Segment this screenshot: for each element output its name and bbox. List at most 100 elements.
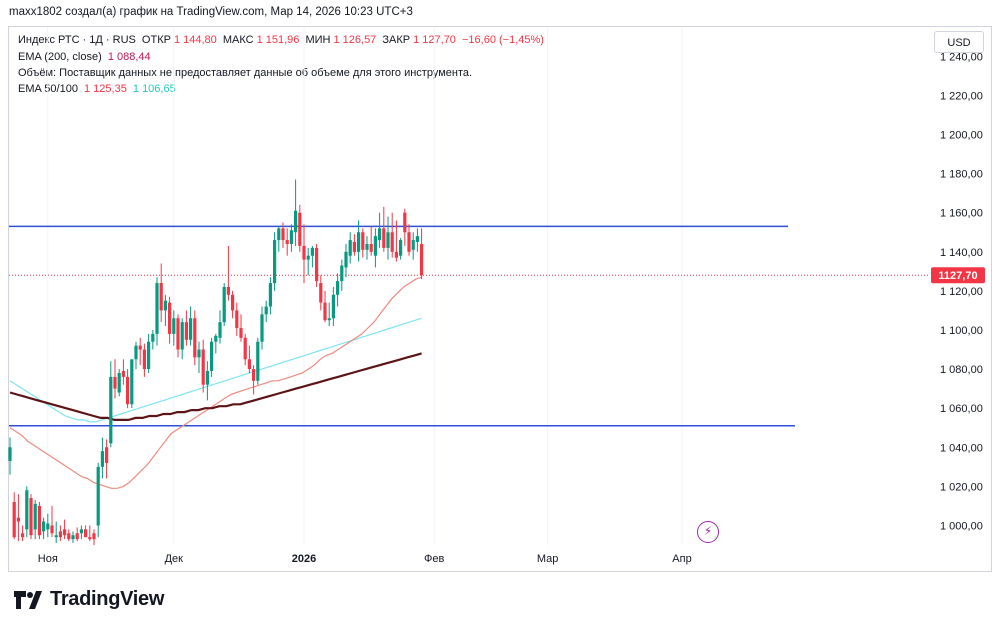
candle-body xyxy=(214,335,218,342)
candle-body xyxy=(172,318,176,334)
candle-body xyxy=(386,232,390,248)
x-tick-label: Мар xyxy=(537,553,559,565)
x-tick-label: Дек xyxy=(165,553,184,565)
candle-body xyxy=(264,306,268,315)
brand-name: TradingView xyxy=(50,588,165,610)
candle-body xyxy=(222,286,226,323)
legend-high-value: 1 151,96 xyxy=(256,34,300,46)
y-tick-label: 1 120,00 xyxy=(940,286,983,298)
legend-open-value: 1 144,80 xyxy=(173,34,217,46)
candle-body xyxy=(399,240,403,256)
legend-open-label: ОТКР xyxy=(141,34,171,46)
candle-body xyxy=(260,314,264,342)
candle-body xyxy=(289,230,293,244)
candle-body xyxy=(12,501,16,538)
y-tick-label: 1 140,00 xyxy=(940,247,983,259)
candle-body xyxy=(37,505,41,536)
candle-body xyxy=(100,451,104,467)
tradingview-logo-icon xyxy=(14,590,42,609)
candle-body xyxy=(273,240,277,284)
candle-body xyxy=(231,294,235,311)
candle-body xyxy=(142,349,146,370)
candle-body xyxy=(268,283,272,307)
candle-body xyxy=(403,212,407,233)
candle-body xyxy=(319,283,323,303)
candle-body xyxy=(46,523,50,530)
candle-body xyxy=(365,243,369,250)
x-tick-label: 2026 xyxy=(292,553,316,565)
candle-body xyxy=(226,286,230,295)
last-price-label: 1127,70 xyxy=(938,270,977,282)
candle-body xyxy=(29,498,33,536)
candle-body xyxy=(184,322,188,340)
legend-low-value: 1 126,57 xyxy=(333,34,377,46)
candle-body xyxy=(168,302,172,334)
candle-body xyxy=(247,359,251,370)
candle-body xyxy=(235,310,239,329)
candle-body xyxy=(54,535,58,538)
candle-body xyxy=(88,537,92,540)
candle-body xyxy=(344,251,348,268)
candle-body xyxy=(218,322,222,338)
candle-body xyxy=(281,228,285,241)
currency-button[interactable]: USD xyxy=(934,31,984,53)
legend-ema200-row[interactable]: EMA (200, close) 1 088,44 xyxy=(18,51,154,63)
candle-body xyxy=(210,341,214,372)
lightning-icon[interactable]: ⚡ xyxy=(697,521,719,543)
ema200-line xyxy=(9,352,422,421)
candle-body xyxy=(243,337,247,360)
y-tick-label: 1 200,00 xyxy=(940,130,983,142)
legend-ohlc-row: Индекс РТС · 1Д · RUS ОТКР 1 144,80 МАКС 1… xyxy=(18,34,547,46)
candle-body xyxy=(197,349,201,358)
candle-body xyxy=(126,376,130,405)
candle-body xyxy=(373,236,377,256)
candle-body xyxy=(109,376,113,444)
y-tick-label: 1 160,00 xyxy=(940,208,983,220)
candle-body xyxy=(151,333,155,342)
legend-volume-row: Объём: Поставщик данных не предоставляет… xyxy=(18,67,475,79)
candle-body xyxy=(357,232,361,252)
y-tick-label: 1 020,00 xyxy=(940,481,983,493)
y-tick-label: 1 220,00 xyxy=(940,90,983,102)
candle-body xyxy=(323,302,327,321)
candle-body xyxy=(252,369,256,381)
legend-close-label: ЗАКР xyxy=(382,34,411,46)
candle-body xyxy=(352,242,356,252)
candle-body xyxy=(163,300,167,311)
y-tick-label: 1 240,00 xyxy=(940,51,983,63)
candle-body xyxy=(298,212,302,246)
candle-body xyxy=(394,251,398,258)
candle-body xyxy=(159,283,163,311)
x-tick-label: Апр xyxy=(672,553,691,565)
candle-body xyxy=(306,255,310,260)
candle-body xyxy=(33,503,37,530)
legend-ema200-value: 1 088,44 xyxy=(107,51,151,63)
chart-attribution: maxx1802 создал(а) график на TradingView… xyxy=(9,6,413,18)
x-tick-label: Ноя xyxy=(38,553,58,565)
candle-body xyxy=(117,372,121,393)
legend-ema50-value: 1 125,35 xyxy=(84,83,127,95)
legend-ema200-label: EMA (200, close) xyxy=(18,51,102,63)
x-tick-label: Фев xyxy=(424,553,444,565)
candle-body xyxy=(411,240,415,250)
candle-body xyxy=(302,245,306,260)
candle-body xyxy=(155,283,159,334)
candle-body xyxy=(331,294,335,319)
candle-body xyxy=(420,243,424,276)
candle-body xyxy=(239,328,243,338)
y-tick-label: 1 080,00 xyxy=(940,364,983,376)
candle-body xyxy=(382,228,386,248)
candle-body xyxy=(84,529,88,538)
candle-body xyxy=(105,447,109,463)
candle-body xyxy=(50,525,54,534)
candle-body xyxy=(336,281,340,295)
candle-body xyxy=(415,236,419,243)
candle-body xyxy=(134,345,138,360)
tradingview-logo: TradingView xyxy=(14,588,164,611)
y-tick-label: 1 060,00 xyxy=(940,403,983,415)
y-tick-label: 1 180,00 xyxy=(940,169,983,181)
candle-body xyxy=(390,232,394,252)
candle-body xyxy=(361,232,365,250)
candle-body xyxy=(180,322,184,350)
